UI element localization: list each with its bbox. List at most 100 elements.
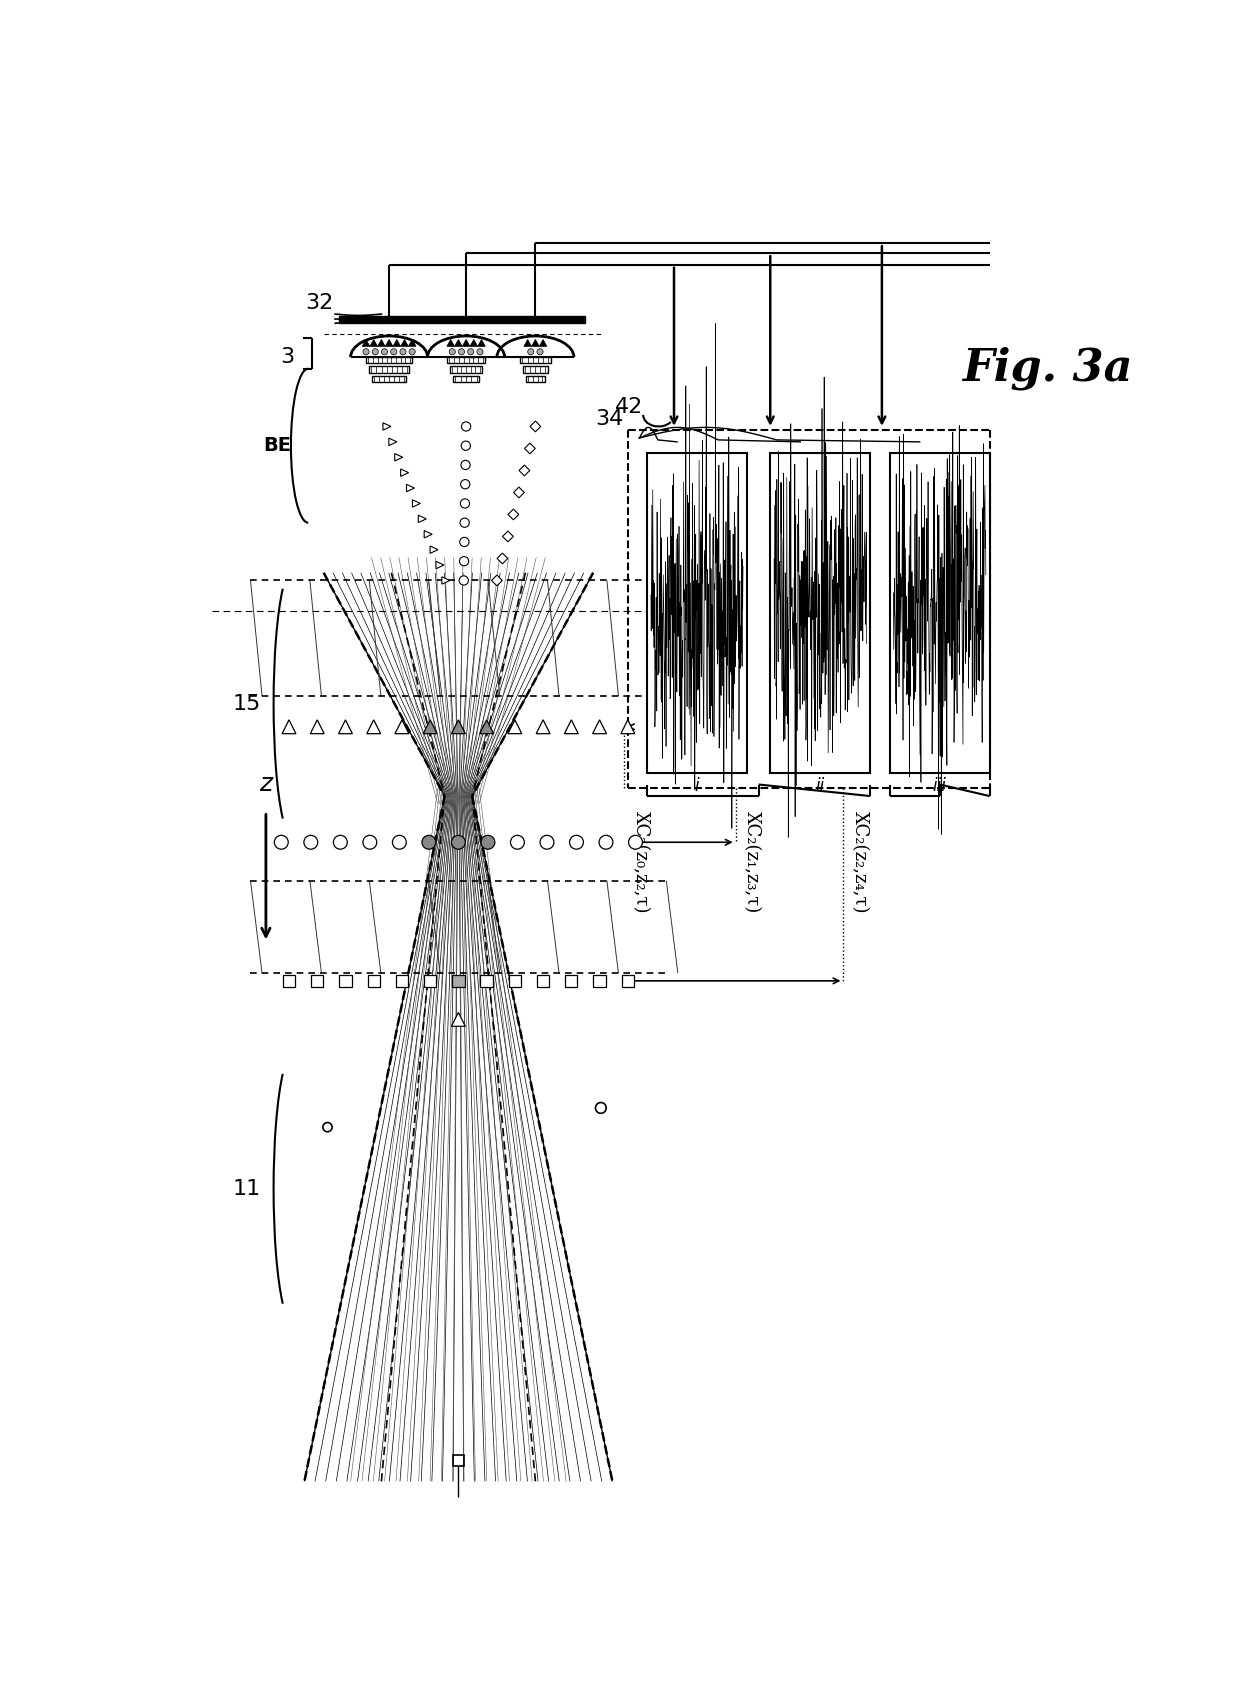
Text: 42: 42 <box>615 398 644 416</box>
Bar <box>396 975 408 987</box>
Polygon shape <box>480 720 494 733</box>
Polygon shape <box>508 510 518 520</box>
Polygon shape <box>621 720 635 733</box>
Polygon shape <box>389 438 397 445</box>
Polygon shape <box>362 340 370 347</box>
Text: z: z <box>259 772 273 796</box>
Bar <box>565 975 578 987</box>
Circle shape <box>422 835 435 850</box>
Polygon shape <box>367 720 381 733</box>
Polygon shape <box>536 720 551 733</box>
Polygon shape <box>423 720 436 733</box>
Bar <box>621 975 634 987</box>
Polygon shape <box>436 562 444 569</box>
Polygon shape <box>523 340 532 347</box>
Polygon shape <box>477 340 485 347</box>
Circle shape <box>481 835 495 850</box>
Polygon shape <box>393 340 401 347</box>
Bar <box>311 975 324 987</box>
Polygon shape <box>407 484 414 491</box>
Bar <box>283 975 295 987</box>
Bar <box>424 975 436 987</box>
Polygon shape <box>383 423 391 430</box>
Text: 34: 34 <box>595 408 624 428</box>
Polygon shape <box>430 545 438 554</box>
Polygon shape <box>539 340 547 347</box>
Bar <box>520 357 551 364</box>
Bar <box>537 975 549 987</box>
Polygon shape <box>408 340 417 347</box>
Polygon shape <box>529 422 541 432</box>
Polygon shape <box>497 554 508 564</box>
Circle shape <box>274 835 288 850</box>
Polygon shape <box>451 1012 465 1026</box>
Text: ii: ii <box>816 777 825 794</box>
Polygon shape <box>441 577 450 584</box>
Bar <box>647 454 748 774</box>
Circle shape <box>629 835 642 850</box>
Bar <box>453 975 465 987</box>
Circle shape <box>382 349 388 356</box>
Circle shape <box>461 460 470 469</box>
Circle shape <box>460 557 469 565</box>
Circle shape <box>363 349 370 356</box>
Bar <box>372 376 405 383</box>
Text: iii: iii <box>932 777 946 794</box>
Circle shape <box>451 835 465 850</box>
Circle shape <box>372 349 378 356</box>
Circle shape <box>477 349 484 356</box>
Bar <box>526 376 544 383</box>
Polygon shape <box>513 488 525 498</box>
Bar <box>523 366 548 372</box>
Bar <box>366 357 412 364</box>
Text: 32: 32 <box>306 293 334 313</box>
Polygon shape <box>424 530 433 538</box>
Bar <box>453 376 479 383</box>
Circle shape <box>537 349 543 356</box>
Circle shape <box>334 835 347 850</box>
Circle shape <box>460 479 470 489</box>
Circle shape <box>409 349 415 356</box>
Polygon shape <box>451 720 465 733</box>
Bar <box>508 975 521 987</box>
Circle shape <box>363 835 377 850</box>
Polygon shape <box>418 515 427 523</box>
Text: 15: 15 <box>232 694 260 714</box>
Bar <box>594 975 605 987</box>
Polygon shape <box>508 720 522 733</box>
Polygon shape <box>532 340 539 347</box>
Polygon shape <box>370 340 377 347</box>
Circle shape <box>599 835 613 850</box>
Text: BE: BE <box>263 437 291 455</box>
Text: Fig. 3a: Fig. 3a <box>962 347 1132 391</box>
Circle shape <box>467 349 474 356</box>
Circle shape <box>511 835 525 850</box>
Bar <box>340 975 352 987</box>
Circle shape <box>304 835 317 850</box>
Circle shape <box>460 499 470 508</box>
Polygon shape <box>593 720 606 733</box>
Polygon shape <box>564 720 578 733</box>
Polygon shape <box>386 340 393 347</box>
Bar <box>370 366 409 372</box>
Polygon shape <box>463 340 470 347</box>
Bar <box>367 975 379 987</box>
Circle shape <box>399 349 405 356</box>
Bar <box>450 366 482 372</box>
Text: 11: 11 <box>233 1178 260 1199</box>
Polygon shape <box>396 720 409 733</box>
Circle shape <box>449 349 455 356</box>
Circle shape <box>392 835 407 850</box>
Polygon shape <box>377 340 386 347</box>
Circle shape <box>461 422 471 432</box>
Circle shape <box>391 349 397 356</box>
Bar <box>339 317 585 322</box>
Circle shape <box>569 835 583 850</box>
Polygon shape <box>401 469 409 476</box>
Polygon shape <box>446 340 455 347</box>
Polygon shape <box>520 466 529 476</box>
Polygon shape <box>394 454 403 460</box>
Polygon shape <box>401 340 408 347</box>
Polygon shape <box>502 532 513 542</box>
Text: XC₂(z₂,z₄,τ): XC₂(z₂,z₄,τ) <box>851 811 869 914</box>
